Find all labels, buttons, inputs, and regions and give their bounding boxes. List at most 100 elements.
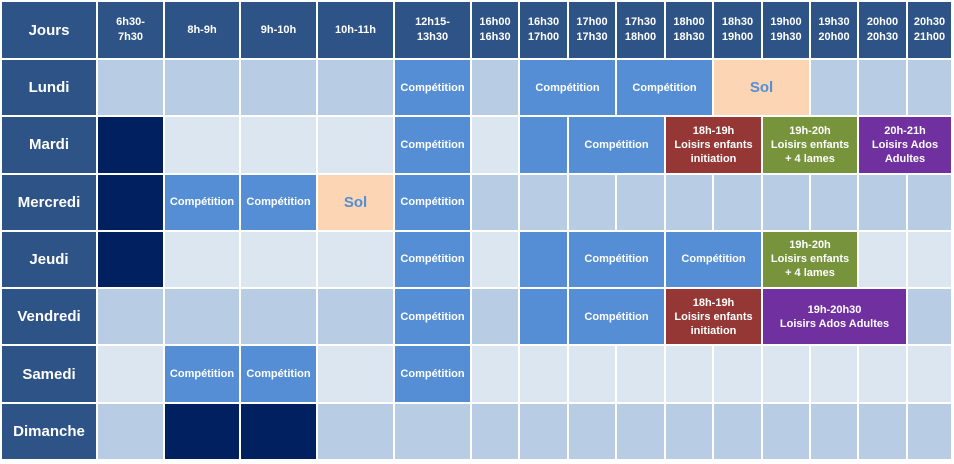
empty-slot [857,57,908,118]
block-text: initiation [690,152,737,165]
time-slot-label: 17h30 [576,31,608,43]
time-slot-label: 19h00 [770,16,802,28]
time-slot-label: 17h00 [527,31,560,43]
block-text: Loisirs enfants [674,138,753,151]
day-row: Samedi Compétition Compétition Compétition [0,344,953,404]
block-text: 18h-19h [692,124,735,137]
time-slot-label: 18h00 [624,31,657,43]
day-label: Mercredi [0,172,98,232]
time-slot-label: 19h30 [770,31,802,43]
block-text: Compétition [535,81,600,94]
block-text: Sol [343,193,368,211]
block-text: Compétition [584,253,649,266]
empty-slot [163,229,241,290]
block-text: Loisirs Ados [871,138,939,151]
time-slot-label: 19h00 [721,31,754,43]
time-slot-label: 9h-10h [260,23,297,36]
time-slot-header: 18h00 18h30 [664,0,714,60]
empty-slot [857,344,908,404]
empty-slot [567,401,617,462]
block-text: 19h-20h [789,239,831,252]
empty-slot [664,344,714,404]
time-slot-header: 20h00 20h30 [857,0,908,60]
empty-slot [470,344,520,404]
empty-slot [239,115,318,175]
empty-slot [316,115,395,175]
time-slot-label: 7h30 [117,31,144,43]
time-slot-label: 21h00 [913,31,946,43]
block-text: Compétition [400,81,465,94]
empty-slot [316,57,395,118]
block-text: Compétition [246,368,311,381]
empty-slot [518,344,569,404]
block-text: Compétition [681,253,746,266]
empty-slot [761,172,811,232]
competition-block: Compétition [393,172,472,232]
empty-slot [712,344,763,404]
block-text: initiation [690,324,737,337]
day-label: Jeudi [0,229,98,290]
day-row: Vendredi Compétition Compétition 18h-19h Loi… [0,287,953,347]
schedule-body: Lundi Compétition Compétition Compétition So… [0,57,953,462]
empty-slot [316,344,395,404]
competition-block: Compétition [664,229,763,290]
time-slot-label: 20h30 [913,16,946,28]
day-label: Lundi [0,57,98,118]
empty-slot [712,401,763,462]
time-slot-label: 13h30 [416,31,449,43]
empty-slot [664,401,714,462]
empty-slot [470,57,520,118]
time-slot-label: 20h00 [818,31,850,43]
competition-block [518,229,569,290]
block-text: 20h-21h [884,124,926,137]
empty-slot [906,401,953,462]
competition-block [518,287,569,347]
empty-slot [96,344,165,404]
empty-slot [615,172,666,232]
block-text: 18h-19h [692,296,735,309]
time-slot-label: 16h00 [479,16,511,28]
time-slot-label: 18h30 [721,16,754,28]
empty-slot [615,344,666,404]
empty-slot [518,172,569,232]
empty-slot [393,401,472,462]
empty-slot [809,344,859,404]
competition-block: Compétition [567,287,666,347]
time-slot-label: 17h30 [624,16,657,28]
empty-slot [567,172,617,232]
empty-slot [316,229,395,290]
day-row: Dimanche [0,401,953,462]
competition-block [518,115,569,175]
empty-slot [712,172,763,232]
time-slot-label: 10h-11h [335,23,376,36]
empty-slot [96,57,165,118]
time-slot-header: 16h30 17h00 [518,0,569,60]
time-slot-label: 12h15- [415,16,450,28]
competition-block: Compétition [518,57,617,118]
empty-slot [906,344,953,404]
competition-block: Compétition [393,115,472,175]
days-column-header: Jours [0,0,98,60]
day-row: Lundi Compétition Compétition Compétition So… [0,57,953,118]
block-text: Loisirs enfants [770,138,850,151]
day-row: Mardi Compétition Compétition 18h-19h Loisir… [0,115,953,175]
time-slot-label: 19h30 [818,16,850,28]
block-text: Adultes [884,152,926,165]
time-slot-header: 17h00 17h30 [567,0,617,60]
empty-slot [163,57,241,118]
empty-slot [316,287,395,347]
time-slot-header: 6h30- 7h30 [96,0,165,60]
empty-slot [809,57,859,118]
time-slot-header: 18h30 19h00 [712,0,763,60]
loisirs-initiation-block: 18h-19h Loisirs enfants initiation [664,287,763,347]
empty-slot [906,57,953,118]
empty-slot [470,172,520,232]
header-row: Jours 6h30- 7h30 8h-9h 9h-10h 10h-11h 12h15- 1… [0,0,953,60]
empty-slot [857,401,908,462]
day-row: Mercredi Compétition Compétition Sol Compéti… [0,172,953,232]
block-text: Loisirs enfants [770,253,850,266]
block-text: Compétition [169,368,235,381]
competition-block: Compétition [567,229,666,290]
empty-slot [470,401,520,462]
block-text: Compétition [400,253,465,266]
